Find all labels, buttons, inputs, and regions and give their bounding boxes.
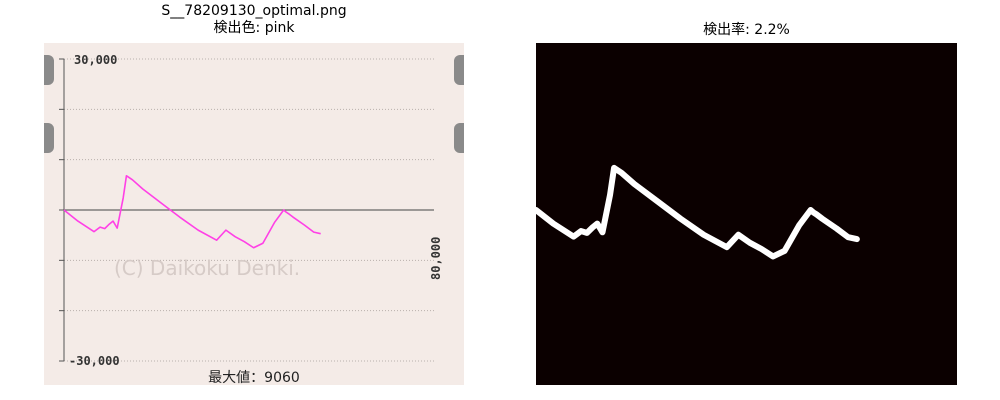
payout-chart xyxy=(59,58,434,362)
prev-tab-top xyxy=(44,55,54,85)
right-panel-caption: 検出率: 2.2% xyxy=(536,22,957,39)
filename-label: S__78209130_optimal.png xyxy=(161,3,347,19)
x-axis-max-label: 80,000 xyxy=(429,236,443,280)
watermark: (C) Daikoku Denki. xyxy=(114,256,301,280)
next-tab-bottom xyxy=(454,123,464,153)
next-tab-top xyxy=(454,55,464,85)
left-panel-caption: S__78209130_optimal.png 検出色: pink xyxy=(44,3,464,37)
y-axis-top-label: 30,000 xyxy=(74,53,118,67)
detection-mask xyxy=(536,164,860,260)
detection-rate-label: 検出率: 2.2% xyxy=(703,22,790,38)
series-line xyxy=(63,174,321,249)
detection-mask-image xyxy=(536,43,957,385)
y-axis-bottom-label: -30,000 xyxy=(69,354,120,368)
prev-tab-bottom xyxy=(44,123,54,153)
max-value-readout: 最大値：9060 xyxy=(208,370,300,386)
detected-color-label: 検出色: pink xyxy=(213,20,295,36)
slot-graph-image: 30,000 -30,000 80,000 (C) Daikoku Denki.… xyxy=(44,43,464,386)
mask-line xyxy=(536,164,860,260)
